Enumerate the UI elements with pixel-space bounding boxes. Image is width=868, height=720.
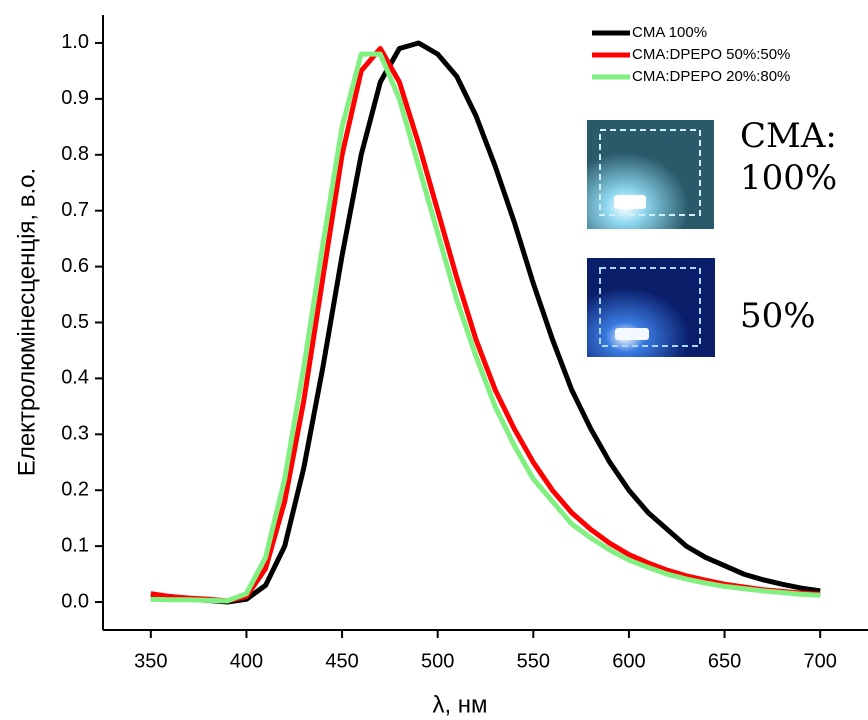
legend-label: CMA 100% [632,24,707,41]
series-line [150,46,821,604]
y-tick-label: 0.5 [61,311,89,333]
x-tick-label: 350 [134,650,167,672]
y-tick-label: 0.9 [61,87,89,109]
device-photo [587,120,714,229]
annotation: 50% [740,296,816,336]
y-tick-label: 0.3 [61,423,89,445]
y-tick-label: 0.7 [61,199,89,221]
x-axis-label: λ, нм [432,691,487,718]
x-tick-label: 700 [804,650,837,672]
y-tick-label: 0.6 [61,255,89,277]
device-photo [587,258,715,357]
legend-label: CMA:DPEPO 20%:80% [632,68,790,85]
y-tick-label: 0.4 [61,367,89,389]
y-tick-label: 0.1 [61,534,89,556]
x-tick-label: 450 [325,650,358,672]
y-tick-label: 0.2 [61,479,89,501]
series-line [150,40,821,605]
x-tick-label: 650 [708,650,741,672]
x-tick-label: 550 [517,650,550,672]
y-axis-label: Електролюмінесценція, в.о. [13,168,40,476]
series-line [150,51,821,604]
x-tick-label: 500 [421,650,454,672]
y-tick-label: 0.0 [61,590,89,612]
x-tick-label: 400 [230,650,263,672]
legend-label: CMA:DPEPO 50%:50% [632,46,790,63]
annotation: CMA: [740,116,837,156]
x-tick-label: 600 [612,650,645,672]
y-tick-label: 1.0 [61,31,89,53]
annotation: 100% [740,158,837,198]
y-tick-label: 0.8 [61,143,89,165]
